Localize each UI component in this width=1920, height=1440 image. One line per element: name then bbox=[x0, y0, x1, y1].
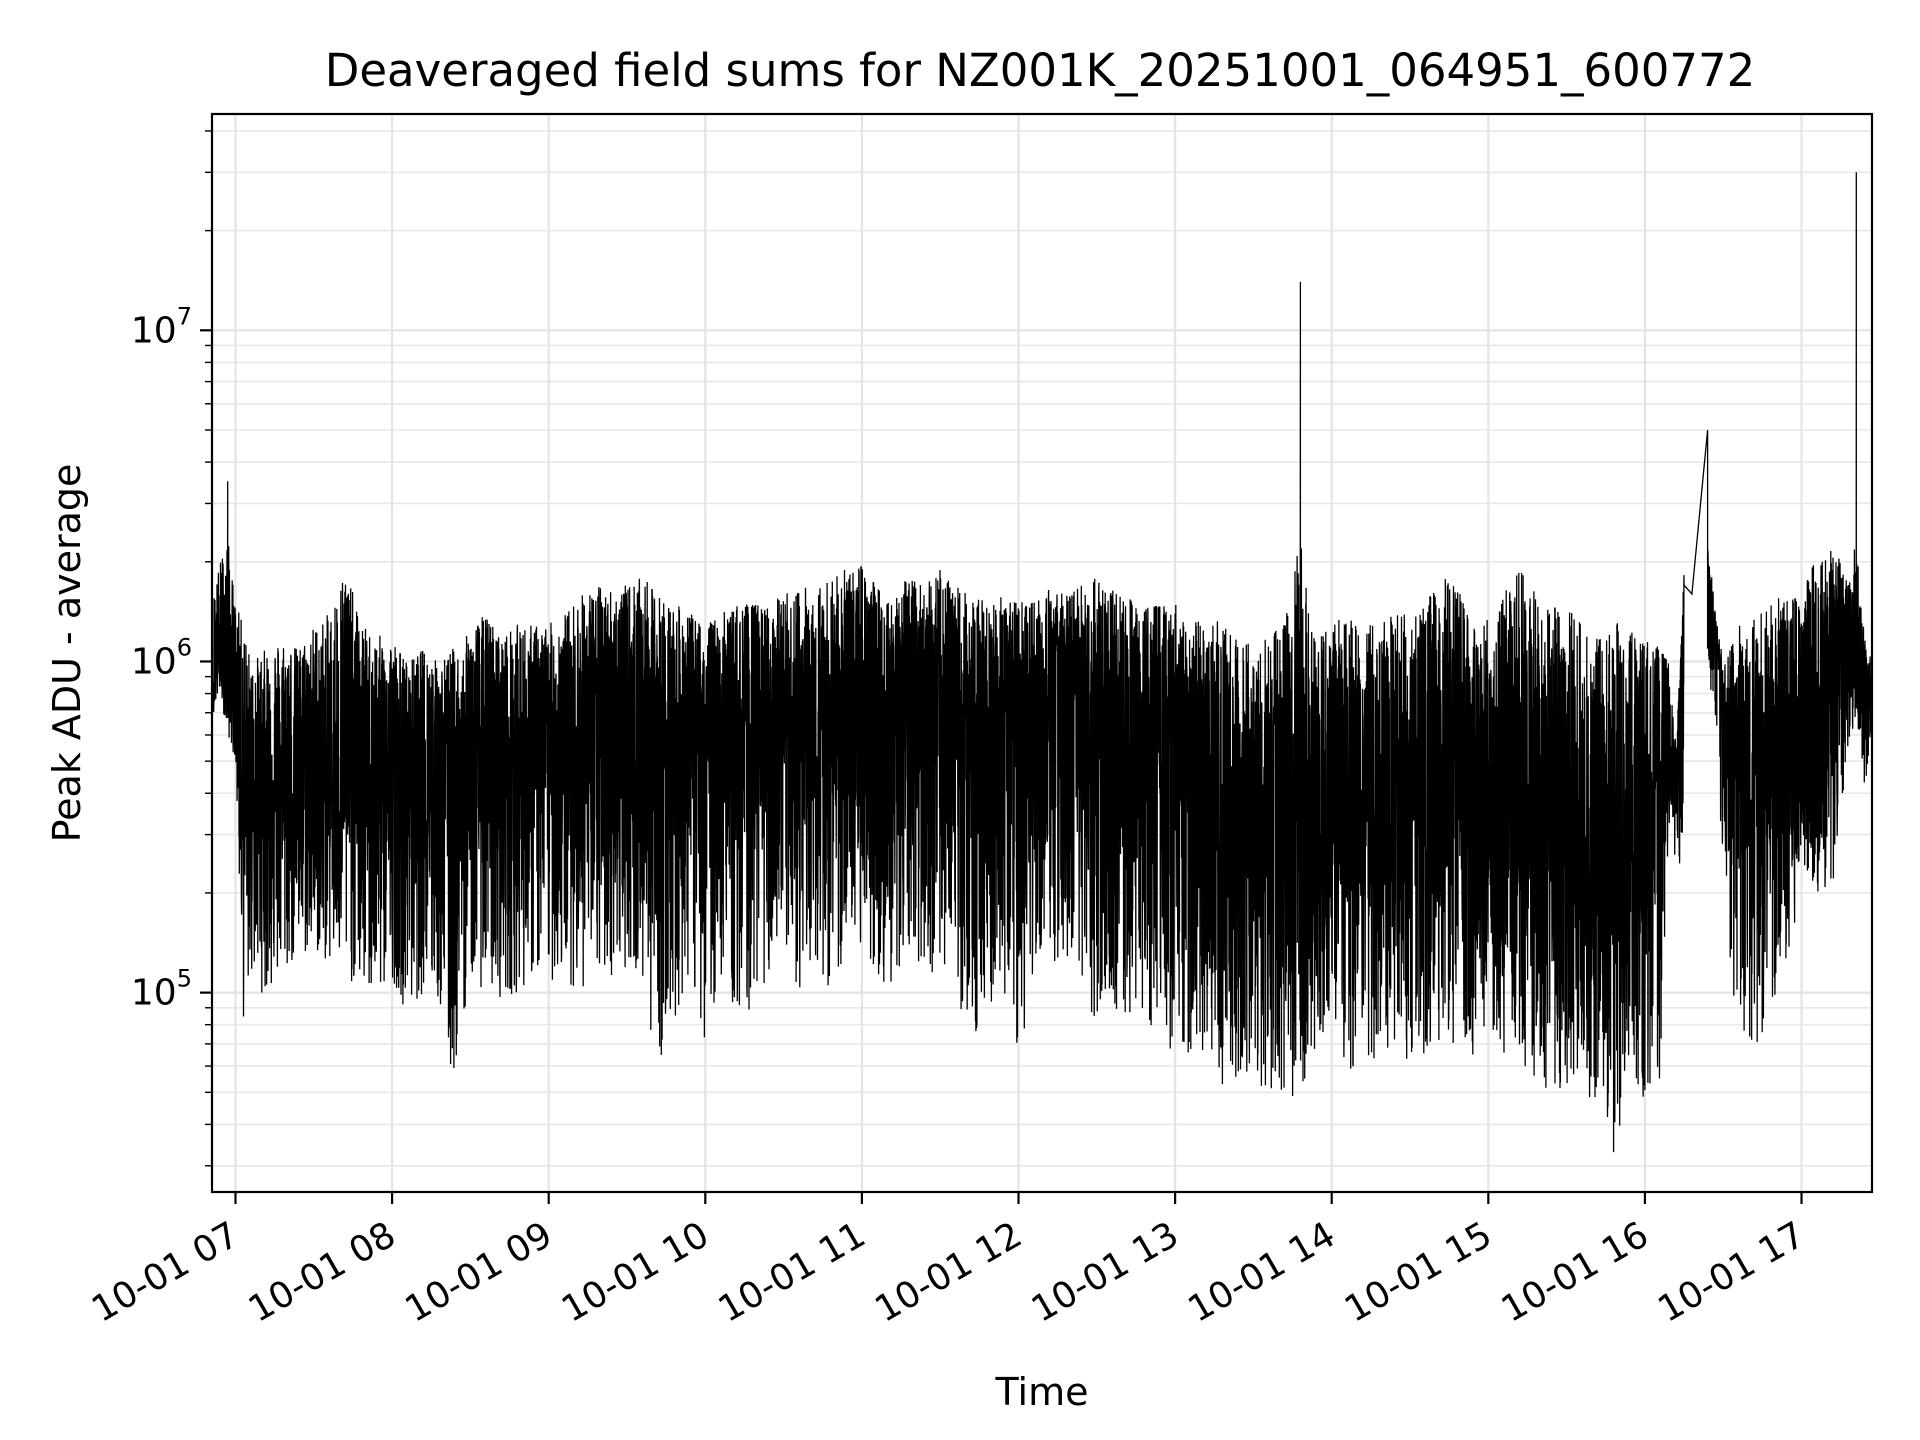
y-axis-label: Peak ADU - average bbox=[45, 464, 89, 843]
y-tick-label: 106 bbox=[131, 633, 192, 682]
x-tick-label: 10-01 08 bbox=[242, 1214, 403, 1330]
plot-frame bbox=[210, 112, 1874, 1194]
x-tick-label: 10-01 11 bbox=[712, 1214, 873, 1330]
x-tick-label: 10-01 10 bbox=[555, 1214, 716, 1330]
y-tick-label: 107 bbox=[131, 302, 192, 351]
x-tick-label: 10-01 17 bbox=[1651, 1214, 1812, 1330]
x-axis-label: Time bbox=[995, 1370, 1089, 1414]
x-tick-label: 10-01 15 bbox=[1338, 1214, 1499, 1330]
series-line bbox=[212, 172, 1872, 1153]
plot-area bbox=[212, 172, 1872, 1153]
x-tick-label: 10-01 12 bbox=[868, 1214, 1029, 1330]
x-tick-label: 10-01 07 bbox=[85, 1214, 246, 1330]
x-tick-label: 10-01 16 bbox=[1495, 1214, 1656, 1330]
chart-title: Deaveraged field sums for NZ001K_2025100… bbox=[325, 44, 1756, 97]
y-axis: 105 106 107 bbox=[131, 130, 212, 1167]
y-tick-label: 105 bbox=[131, 965, 192, 1014]
x-tick-label: 10-01 14 bbox=[1182, 1214, 1343, 1330]
x-tick-label: 10-01 09 bbox=[399, 1214, 560, 1330]
x-tick-label: 10-01 13 bbox=[1025, 1214, 1186, 1330]
